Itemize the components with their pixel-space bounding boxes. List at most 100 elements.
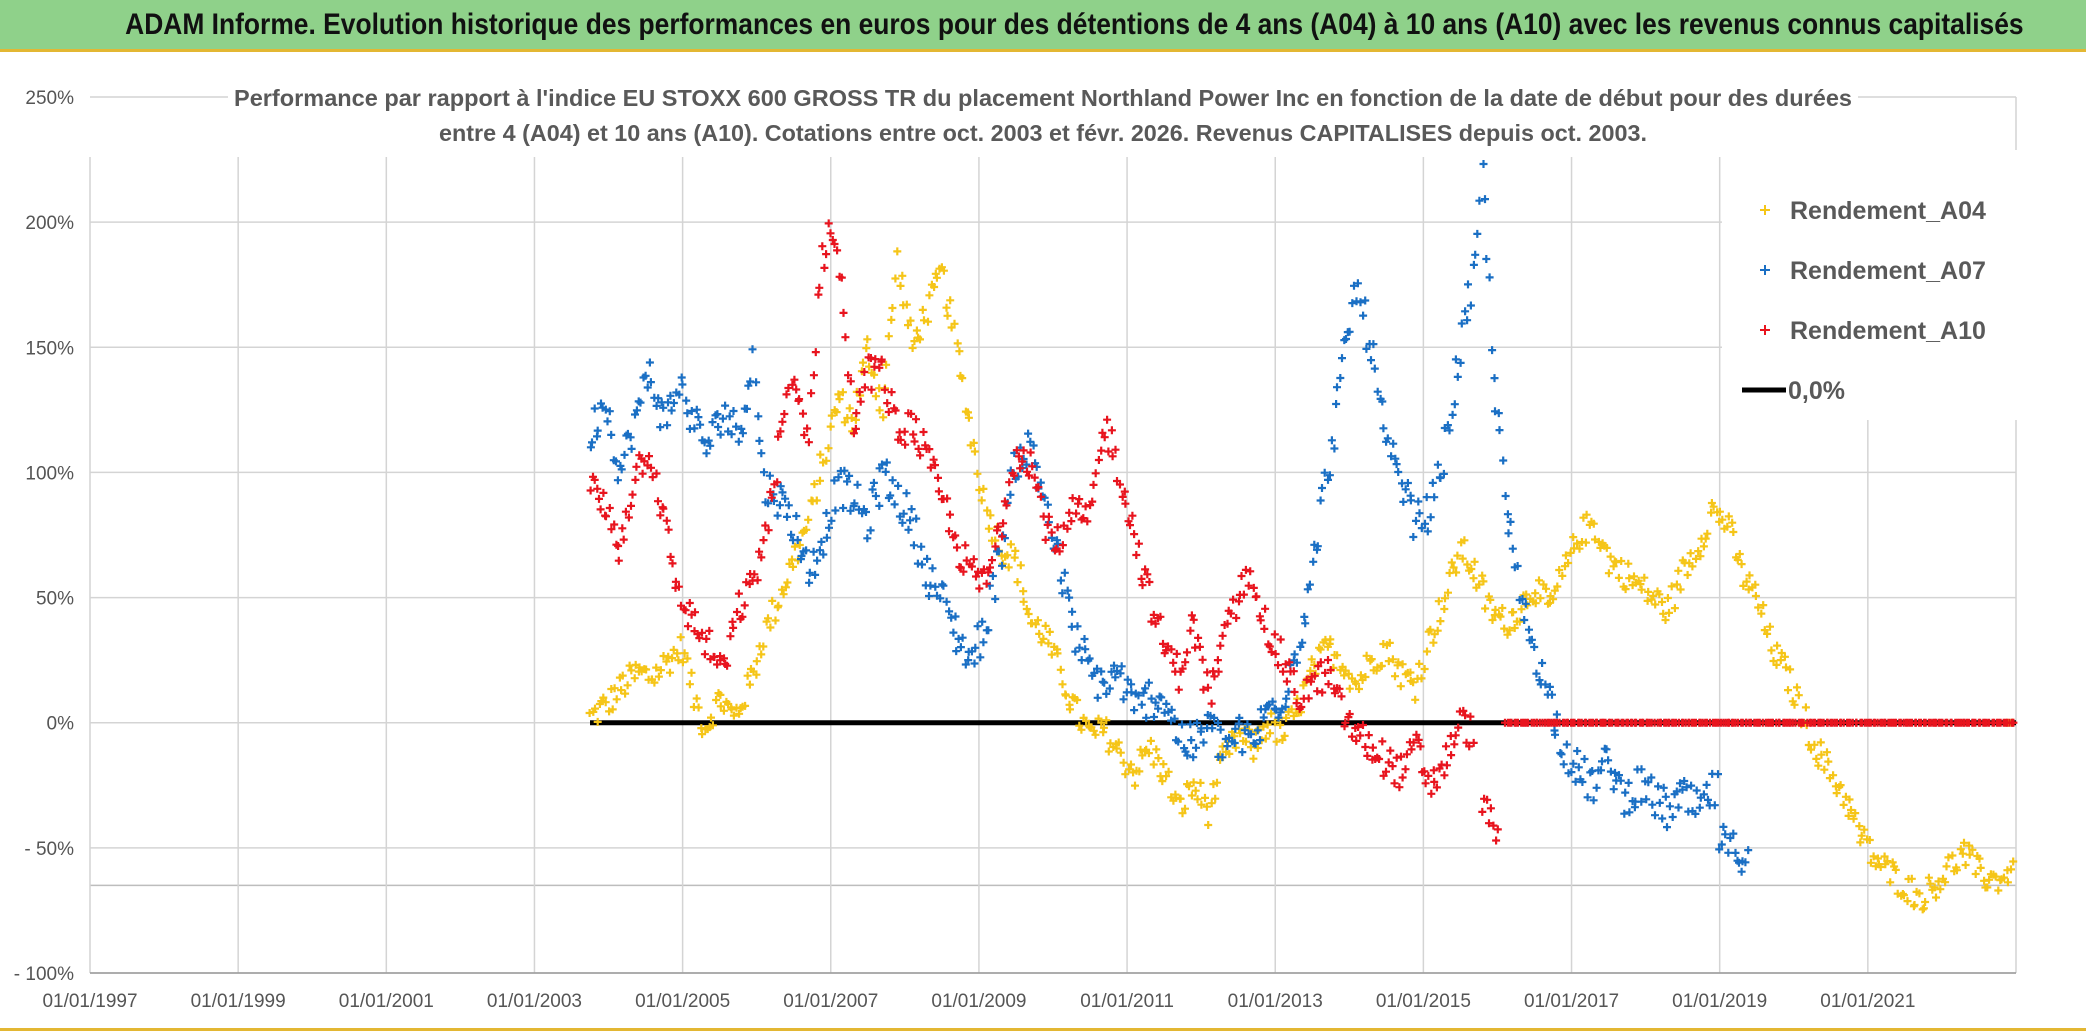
data-point [1353, 279, 1362, 288]
data-point [1421, 779, 1430, 788]
data-point [1256, 736, 1264, 745]
data-point [754, 412, 763, 421]
data-point [1162, 699, 1171, 708]
data-point [1918, 905, 1927, 914]
data-point [1678, 785, 1687, 794]
data-point [607, 430, 616, 439]
data-point [1612, 558, 1621, 567]
data-point [1152, 745, 1161, 754]
data-point [999, 519, 1008, 528]
data-point [1141, 684, 1150, 693]
data-point [1550, 586, 1559, 595]
data-point [1521, 599, 1530, 608]
data-point [1440, 605, 1449, 613]
data-point [1139, 688, 1148, 697]
data-point [1251, 739, 1260, 748]
data-point [916, 451, 925, 460]
data-point [729, 711, 738, 720]
data-point [1010, 553, 1019, 562]
data-point [729, 407, 738, 415]
data-point [1022, 460, 1031, 469]
data-point [1793, 683, 1801, 692]
data-point [983, 506, 992, 515]
data-point [1019, 587, 1028, 596]
data-point [1930, 883, 1939, 892]
data-point [1053, 539, 1062, 548]
data-point [1776, 656, 1785, 665]
data-point [1028, 462, 1037, 471]
data-point [732, 422, 741, 431]
data-point [819, 550, 828, 559]
data-point [1377, 661, 1386, 670]
data-point [1231, 743, 1240, 752]
data-point [970, 659, 979, 668]
data-point [1421, 519, 1429, 528]
data-point [1814, 761, 1823, 770]
data-point [1647, 773, 1656, 782]
data-point [1513, 562, 1522, 570]
data-point [1093, 664, 1101, 673]
data-point [1386, 746, 1395, 755]
data-point [1174, 685, 1183, 694]
data-point [1154, 704, 1163, 713]
data-point [1523, 601, 1532, 610]
data-point [1131, 781, 1139, 790]
x-tick-label: 01/01/2019 [1672, 991, 1767, 1012]
data-point [1463, 560, 1472, 569]
y-tick-label: 50% [36, 589, 74, 610]
data-point [1019, 446, 1028, 455]
data-point [860, 383, 869, 392]
data-point [1189, 778, 1198, 787]
data-point [1903, 897, 1912, 906]
data-point [891, 406, 900, 415]
data-point [1011, 546, 1020, 555]
data-point [631, 475, 640, 484]
data-point [904, 321, 912, 330]
data-point [1442, 742, 1450, 751]
data-point [1043, 520, 1052, 529]
data-point [1602, 745, 1611, 754]
data-point [1235, 713, 1244, 722]
data-point [816, 450, 825, 459]
bottom-rule [0, 1028, 2086, 1031]
data-point [752, 378, 761, 387]
data-point [878, 460, 886, 469]
data-point [883, 399, 892, 408]
data-point [1448, 410, 1457, 419]
data-point [1187, 611, 1196, 620]
data-point [833, 246, 842, 255]
data-point [1466, 712, 1475, 721]
legend-label: Rendement_A07 [1790, 257, 1986, 285]
data-point [1609, 562, 1618, 571]
data-point [1187, 736, 1196, 745]
data-point [720, 654, 728, 663]
data-point [886, 491, 895, 500]
data-point [1504, 529, 1513, 538]
data-point [975, 584, 984, 593]
data-point [1137, 700, 1146, 709]
data-point [1786, 665, 1795, 674]
data-point [1033, 616, 1042, 625]
data-point [1225, 749, 1234, 758]
data-point [1270, 630, 1279, 639]
data-point [1159, 639, 1167, 648]
data-point [1488, 346, 1497, 355]
data-point [1457, 319, 1466, 328]
data-point [1515, 617, 1524, 626]
data-point [1445, 426, 1454, 435]
data-point [1636, 580, 1645, 589]
data-point [1111, 673, 1120, 682]
data-point [1539, 580, 1548, 589]
data-point [1335, 684, 1344, 693]
data-point [1099, 723, 1108, 732]
data-point [1573, 747, 1582, 755]
data-point [958, 633, 967, 642]
data-point [1230, 739, 1239, 747]
data-point [1271, 650, 1280, 658]
data-point [1569, 759, 1578, 768]
data-point [942, 597, 951, 606]
data-point [1692, 554, 1700, 563]
data-point [1281, 702, 1290, 711]
data-point [593, 717, 602, 726]
data-point [815, 283, 824, 292]
